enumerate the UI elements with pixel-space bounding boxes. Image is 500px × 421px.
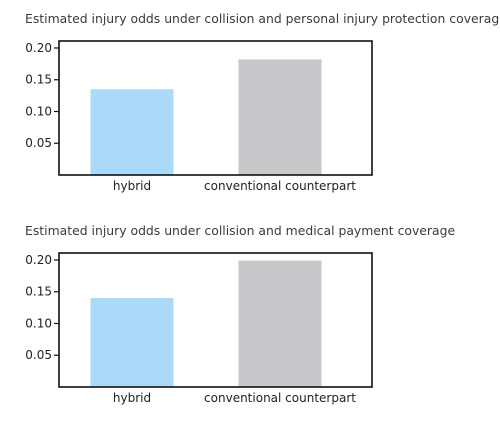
chart-2-frame (58, 252, 373, 388)
chart-1-ytick-label: 0.15 (25, 73, 52, 87)
chart-1-bar-conventional-counterpart (238, 59, 322, 175)
chart-1-title: Estimated injury odds under collision an… (25, 11, 500, 26)
chart-2-ytick-label: 0.10 (25, 316, 52, 330)
chart-2-title: Estimated injury odds under collision an… (25, 223, 456, 238)
chart-1-category-label: conventional counterpart (204, 179, 356, 193)
chart-2-category-label: hybrid (113, 391, 151, 405)
chart-2-ytick-label: 0.05 (25, 348, 52, 362)
chart-1-frame (58, 40, 373, 176)
chart-2-category-label: conventional counterpart (204, 391, 356, 405)
chart-1-ytick-label: 0.20 (25, 41, 52, 55)
chart-1-bar-hybrid (90, 89, 174, 175)
chart-1-ytick-label: 0.10 (25, 104, 52, 118)
chart-2-bar-conventional-counterpart (238, 260, 322, 387)
chart-2-bar-hybrid (90, 298, 174, 387)
chart-2: 0.05 0.10 0.15 0.20 hybrid conventional count… (25, 252, 373, 405)
chart-1: 0.05 0.10 0.15 0.20 hybrid conventional count… (25, 40, 373, 193)
chart-1-category-label: hybrid (113, 179, 151, 193)
chart-2-ytick-label: 0.20 (25, 253, 52, 267)
chart-1-ytick-label: 0.05 (25, 136, 52, 150)
chart-2-ytick-label: 0.15 (25, 285, 52, 299)
